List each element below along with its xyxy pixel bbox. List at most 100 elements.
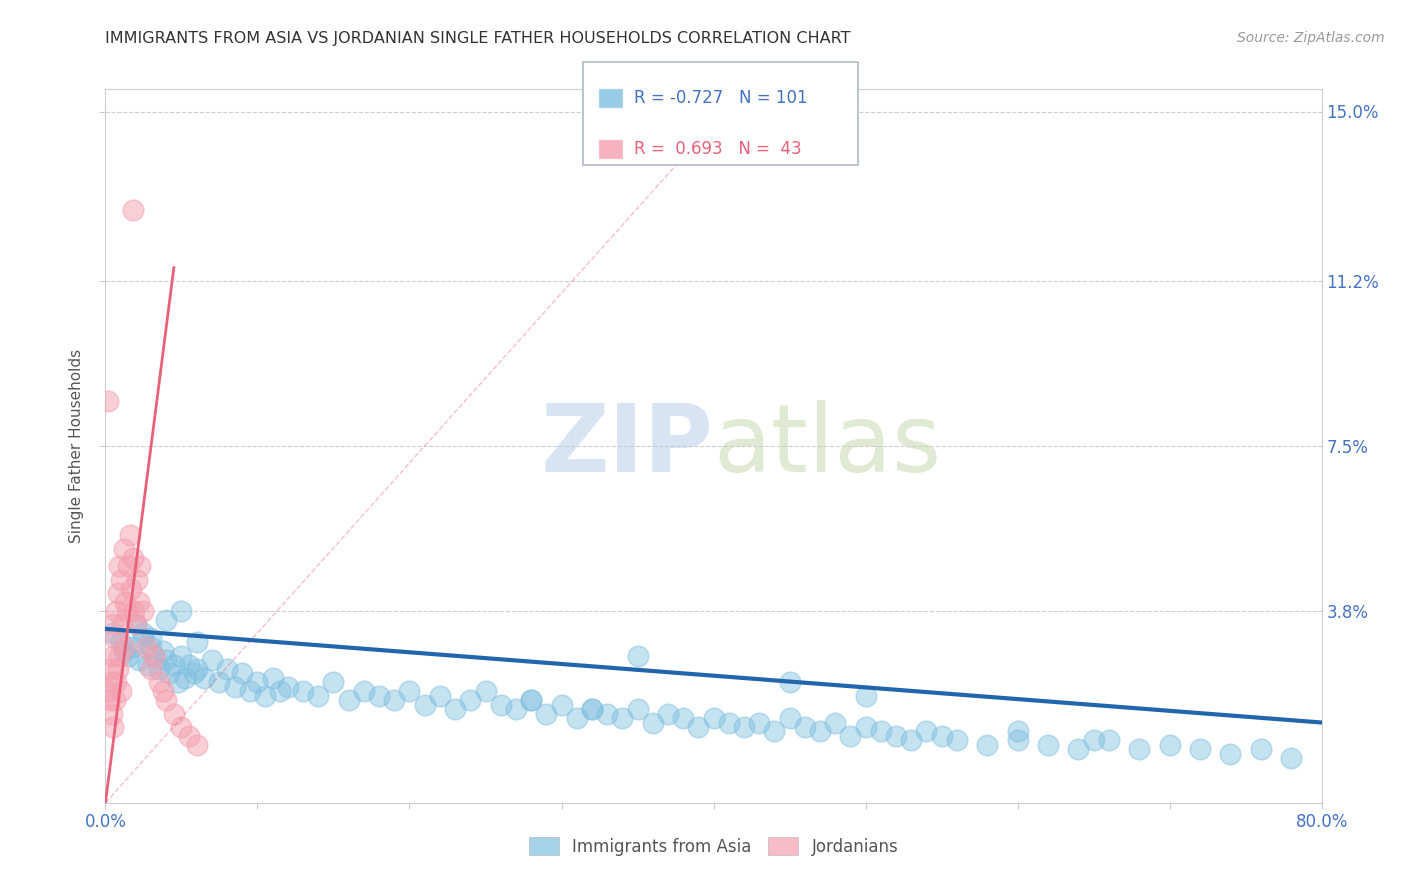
Point: [626, 702, 648, 716]
Point: [115, 604, 138, 618]
Point: [1067, 742, 1090, 756]
Point: [839, 729, 862, 743]
Point: [117, 648, 139, 663]
Point: [177, 657, 200, 672]
Point: [931, 729, 953, 743]
Point: [413, 698, 436, 712]
Point: [657, 706, 679, 721]
Point: [114, 595, 136, 609]
Point: [1128, 742, 1150, 756]
Point: [489, 698, 512, 712]
Point: [900, 733, 922, 747]
Point: [170, 720, 193, 734]
Point: [139, 631, 162, 645]
Point: [152, 684, 174, 698]
Point: [163, 706, 186, 721]
Point: [884, 729, 907, 743]
Point: [458, 693, 481, 707]
Point: [110, 635, 132, 649]
Point: [105, 604, 128, 618]
Point: [112, 644, 135, 658]
Point: [398, 684, 420, 698]
Point: [224, 680, 246, 694]
Point: [239, 684, 262, 698]
Point: [429, 689, 451, 703]
Point: [779, 711, 801, 725]
Point: [128, 653, 150, 667]
Point: [170, 648, 193, 663]
Point: [368, 689, 391, 703]
Text: R = -0.727   N = 101: R = -0.727 N = 101: [634, 89, 807, 107]
Point: [550, 698, 572, 712]
Point: [733, 720, 755, 734]
Point: [101, 617, 124, 632]
Point: [139, 640, 162, 654]
Point: [101, 720, 124, 734]
Point: [103, 693, 125, 707]
Point: [108, 648, 131, 663]
Point: [186, 662, 208, 676]
Point: [107, 662, 129, 676]
Point: [132, 631, 155, 645]
Point: [1219, 747, 1241, 761]
Point: [128, 595, 150, 609]
Point: [135, 640, 157, 654]
Point: [110, 684, 132, 698]
Point: [626, 648, 648, 663]
Point: [167, 675, 190, 690]
Point: [98, 693, 121, 707]
Point: [100, 675, 122, 690]
Point: [136, 657, 159, 672]
Point: [322, 675, 344, 690]
Point: [702, 711, 725, 725]
Point: [103, 631, 125, 645]
Text: ZIP: ZIP: [541, 400, 713, 492]
Point: [155, 653, 177, 667]
Point: [824, 715, 846, 730]
Point: [581, 702, 603, 716]
Point: [505, 702, 527, 716]
Point: [292, 684, 315, 698]
Point: [565, 711, 588, 725]
Point: [163, 657, 186, 672]
Point: [217, 662, 239, 676]
Text: R =  0.693   N =  43: R = 0.693 N = 43: [634, 140, 801, 158]
Point: [254, 689, 277, 703]
Point: [157, 666, 180, 681]
Point: [1007, 724, 1029, 739]
Point: [112, 541, 135, 556]
Text: atlas: atlas: [713, 400, 942, 492]
Point: [155, 613, 177, 627]
Point: [1098, 733, 1121, 747]
Point: [581, 702, 603, 716]
Point: [596, 706, 619, 721]
Point: [143, 648, 166, 663]
Point: [793, 720, 815, 734]
Point: [121, 202, 143, 217]
Point: [474, 684, 496, 698]
Point: [1083, 733, 1105, 747]
Point: [231, 666, 253, 681]
Point: [125, 617, 148, 632]
Point: [186, 738, 208, 752]
Point: [1159, 738, 1181, 752]
Point: [337, 693, 360, 707]
Point: [193, 671, 215, 685]
Point: [779, 675, 801, 690]
Point: [132, 626, 155, 640]
Point: [307, 689, 329, 703]
Point: [208, 675, 231, 690]
Point: [201, 653, 224, 667]
Point: [101, 648, 124, 663]
Point: [129, 559, 152, 574]
Point: [855, 689, 877, 703]
Point: [121, 550, 143, 565]
Point: [520, 693, 543, 707]
Point: [143, 648, 166, 663]
Point: [100, 706, 122, 721]
Point: [353, 684, 375, 698]
Point: [536, 706, 558, 721]
Point: [98, 662, 121, 676]
Point: [672, 711, 695, 725]
Point: [976, 738, 998, 752]
